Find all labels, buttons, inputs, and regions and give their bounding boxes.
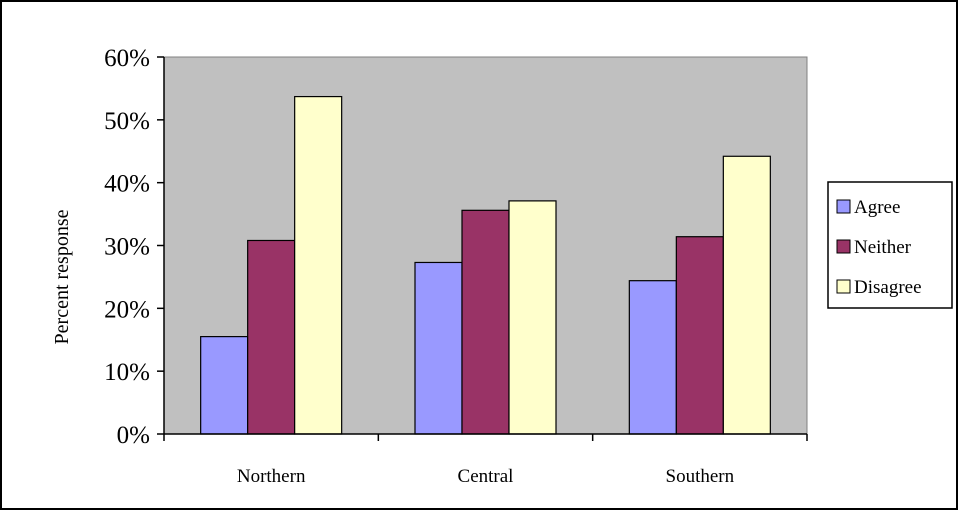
y-axis-title: Percent response (51, 209, 73, 344)
bar-disagree-southern (722, 155, 771, 435)
legend-label-agree: Agree (854, 197, 900, 218)
bar-agree-central (414, 261, 463, 435)
legend-items: Agree Neither Disagree (836, 197, 922, 298)
legend-label-neither: Neither (854, 237, 912, 258)
legend-swatch-agree (836, 199, 851, 214)
y-tick-label: 60% (104, 45, 150, 72)
bar-disagree-central (508, 200, 557, 435)
legend: Agree Neither Disagree (827, 181, 953, 309)
y-tick-label: 10% (104, 359, 150, 386)
bars-layer (200, 95, 771, 435)
legend-label-disagree: Disagree (854, 277, 922, 298)
legend-swatch-neither (836, 239, 851, 254)
y-tick-label: 40% (104, 171, 150, 198)
y-tick-label: 50% (104, 108, 150, 135)
x-category-label: Southern (666, 466, 735, 487)
bar-agree-southern (628, 280, 677, 435)
bar-neither-central (461, 209, 510, 435)
legend-swatch-disagree (836, 279, 851, 294)
y-tick-label: 20% (104, 296, 150, 323)
bar-agree-northern (200, 336, 249, 435)
x-category-label: Central (458, 466, 514, 487)
y-tick-label: 0% (117, 422, 150, 449)
bar-neither-northern (247, 239, 296, 435)
bar-disagree-northern (294, 95, 343, 435)
bar-neither-southern (675, 236, 724, 435)
y-tick-label: 30% (104, 234, 150, 261)
x-category-label: Northern (237, 466, 306, 487)
axis-layer: 0% 10% 20% 30% 40% 50% 60% Northern Central South… (104, 45, 808, 487)
